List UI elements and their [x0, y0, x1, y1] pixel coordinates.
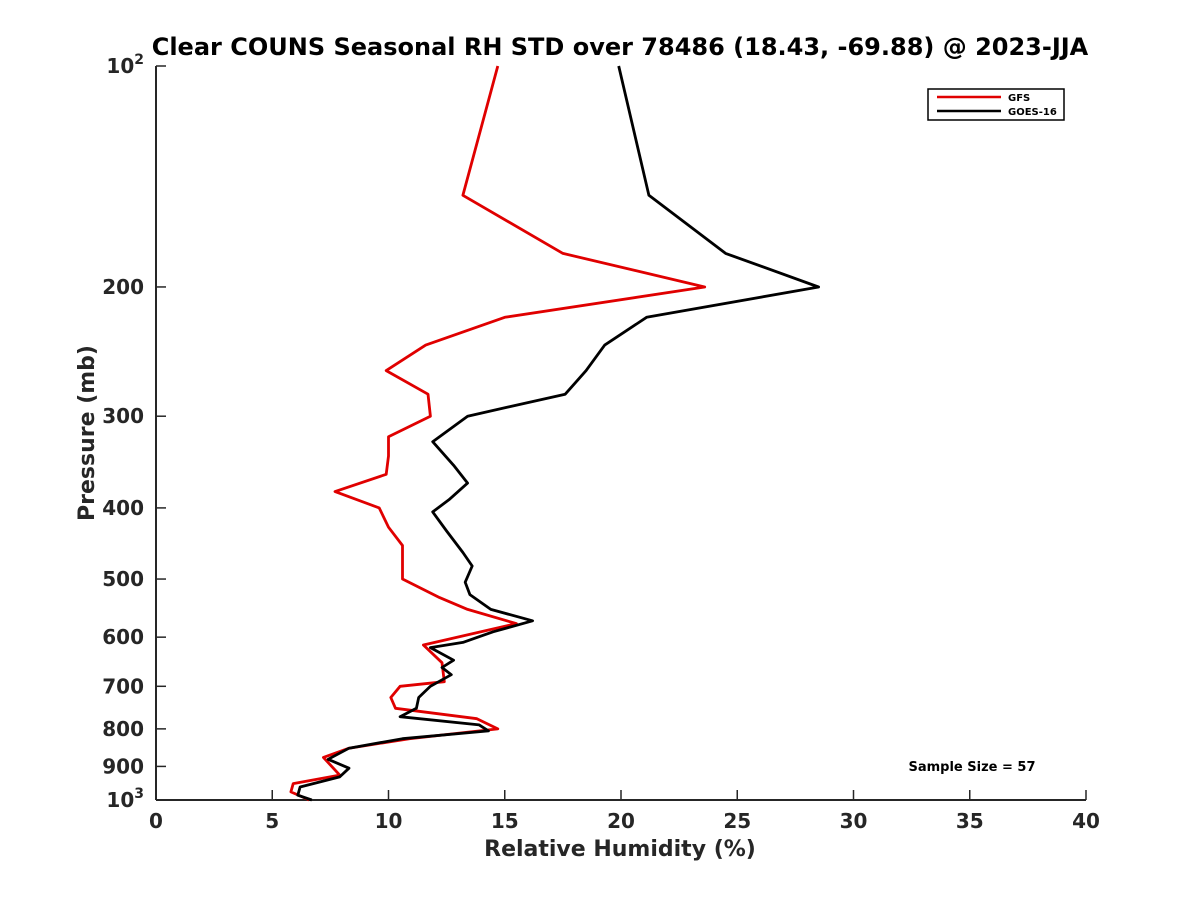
x-tick-label: 20 — [607, 809, 635, 833]
x-tick-label: 0 — [149, 809, 163, 833]
legend: GFS GOES-16 — [927, 88, 1065, 121]
y-tick-label: 102 — [106, 52, 144, 78]
y-tick-label: 300 — [102, 404, 144, 428]
y-tick-label: 800 — [102, 717, 144, 741]
y-tick-label: 200 — [102, 275, 144, 299]
legend-label-goes16: GOES-16 — [1008, 107, 1057, 118]
sample-size-annotation: Sample Size = 57 — [908, 760, 1035, 775]
x-tick-label: 15 — [491, 809, 519, 833]
y-tick-label: 900 — [102, 754, 144, 778]
y-tick-label: 400 — [102, 496, 144, 520]
y-tick-label: 500 — [102, 567, 144, 591]
series-line-goes16 — [296, 65, 820, 802]
x-tick-label: 35 — [956, 809, 984, 833]
x-tick-label: 10 — [375, 809, 403, 833]
y-tick-label: 600 — [102, 625, 144, 649]
y-tick-label: 700 — [102, 674, 144, 698]
y-axis-label: Pressure (mb) — [75, 345, 100, 521]
plot-area: 102 200 300 400 500 600 700 800 900 103 0 5 10 15 20 2… — [102, 52, 1100, 833]
x-tick-label: 25 — [723, 809, 751, 833]
chart-title: Clear COUNS Seasonal RH STD over 78486 (… — [152, 33, 1089, 61]
legend-label-gfs: GFS — [1008, 93, 1030, 104]
x-tick-label: 40 — [1072, 809, 1100, 833]
legend-box — [927, 88, 1065, 121]
series-lines — [289, 65, 820, 802]
x-tick-label: 30 — [840, 809, 868, 833]
y-axis-ticks: 102 200 300 400 500 600 700 800 900 103 — [102, 52, 166, 812]
x-tick-label: 5 — [265, 809, 279, 833]
x-axis-label: Relative Humidity (%) — [484, 837, 756, 862]
x-axis-ticks: 0 5 10 15 20 25 30 35 40 — [149, 790, 1100, 833]
y-tick-label: 103 — [106, 786, 144, 812]
